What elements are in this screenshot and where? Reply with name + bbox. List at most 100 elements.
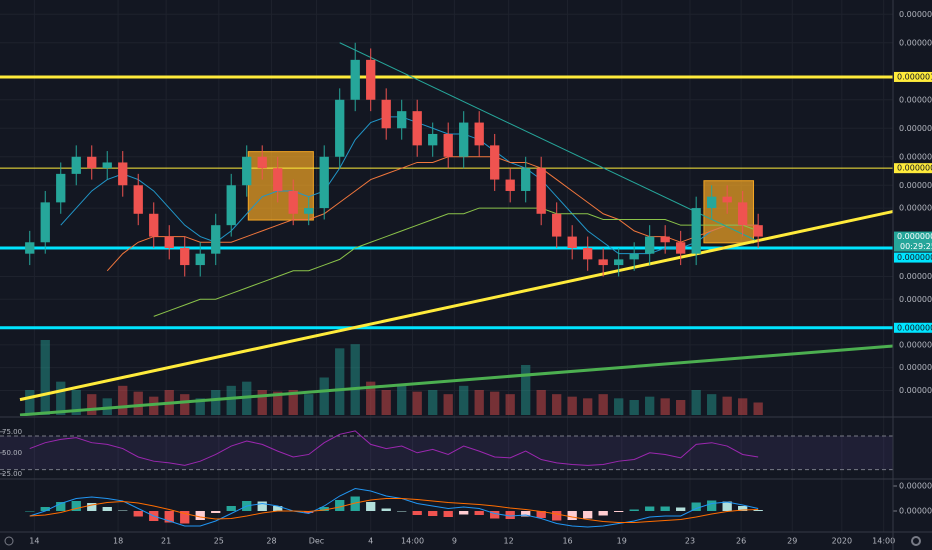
x-tick-label: 4 <box>368 537 373 546</box>
volume-bar <box>40 340 50 415</box>
macd-histogram-bar <box>195 511 205 520</box>
rsi-band <box>0 435 893 470</box>
candle-body <box>87 156 97 169</box>
macd-histogram-bar <box>738 506 748 511</box>
macd-histogram-bar <box>397 511 407 512</box>
axes: 14 18 21 25 28 Dec 4 14:00 9 12 16 19 23 26 29 2020 14:0… <box>29 10 932 546</box>
macd-histogram-bar <box>273 506 283 511</box>
price-tag <box>894 252 932 263</box>
volume-bar <box>87 394 97 415</box>
candle-body <box>722 196 732 203</box>
macd-tick-label: 0.00000000 <box>899 507 932 516</box>
candle-body <box>583 247 593 260</box>
volume-bar <box>738 398 748 415</box>
macd-histogram-bar <box>490 511 500 519</box>
volume-bar <box>583 398 593 415</box>
candle-body <box>366 59 376 100</box>
x-tick-label: 14:00 <box>401 537 424 546</box>
candle-body <box>149 213 159 237</box>
macd-histogram-bar <box>366 502 376 511</box>
candle-body <box>505 179 515 191</box>
rsi-tick-label: 50.00 <box>2 449 22 457</box>
candle-body <box>397 111 407 129</box>
volume-bar <box>133 391 143 415</box>
candle-body <box>443 133 453 157</box>
candle-body <box>195 253 205 266</box>
candle-body <box>459 122 469 157</box>
x-tick-label: 9 <box>452 537 457 546</box>
macd-histogram-bar <box>211 511 221 513</box>
volume-bar <box>195 398 205 415</box>
candle-body <box>71 156 81 174</box>
rsi-line <box>29 430 759 466</box>
volume-bar <box>598 394 608 415</box>
x-tick-label: 14 <box>29 537 39 546</box>
y-tick-label: 0.00000110 <box>899 38 932 47</box>
volume-bar <box>288 390 298 415</box>
volume-bar <box>25 390 35 415</box>
candle-body <box>428 133 438 146</box>
candle-body <box>474 122 484 146</box>
candle-body <box>521 168 531 191</box>
macd-histogram-bar <box>164 511 174 523</box>
candle-body <box>490 145 500 180</box>
macd-line <box>29 487 759 528</box>
volume-bar <box>459 385 469 415</box>
volume-bar <box>412 391 422 415</box>
macd-histogram-bar <box>474 511 484 515</box>
volume-bar <box>350 344 360 415</box>
price-tag-label: 0.00000076 <box>897 232 932 241</box>
logo-icon[interactable] <box>4 536 14 546</box>
volume-bar <box>707 394 717 415</box>
candle-body <box>211 225 221 254</box>
price-tag <box>894 163 932 174</box>
macd-histogram-bar <box>118 510 128 511</box>
macd-histogram-bar <box>521 511 531 517</box>
y-tick-label: 0.00000115 <box>899 10 932 19</box>
candle-body <box>226 185 236 226</box>
candle-body <box>319 156 329 209</box>
volume-bar <box>381 390 391 415</box>
x-tick-label: 14:00 <box>872 537 895 546</box>
candle-body <box>552 213 562 237</box>
macd-histogram-bar <box>56 502 66 511</box>
x-tick-label: 19 <box>617 537 627 546</box>
volume-bar <box>335 348 345 415</box>
macd-histogram-bar <box>133 511 143 517</box>
candle-body <box>242 156 252 186</box>
x-tick-label: 26 <box>736 537 746 546</box>
price-tag-label: 0.00000074 <box>897 253 932 262</box>
x-tick-label: Dec <box>309 537 324 546</box>
volume-bar <box>753 402 763 415</box>
volume-bar <box>614 398 624 415</box>
y-tick-label: 0.00000065 <box>899 295 932 304</box>
macd-histogram-bar <box>335 500 345 511</box>
settings-icon[interactable] <box>911 536 921 546</box>
y-tick-label: 0.00000081 <box>899 204 932 213</box>
x-tick-label: 12 <box>504 537 514 546</box>
candle-body <box>25 242 35 254</box>
macd-histogram-bar <box>25 511 35 512</box>
macd-histogram-bar <box>660 506 670 511</box>
macd-histogram-bar <box>583 511 593 519</box>
candle-body <box>164 236 174 248</box>
volume-bar <box>567 396 577 415</box>
volume-bar <box>676 400 686 415</box>
volume-bar <box>304 394 314 415</box>
candle-body <box>102 162 112 169</box>
macd-histogram-bar <box>102 507 112 511</box>
candle-body <box>567 236 577 248</box>
volume-bar <box>56 381 66 415</box>
price-tag <box>894 231 932 252</box>
macd-histogram-bar <box>676 507 686 511</box>
macd-histogram-bar <box>257 501 267 511</box>
volume-bar <box>366 381 376 415</box>
volume-bar <box>490 391 500 415</box>
macd-histogram-bar <box>350 496 360 511</box>
macd-histogram-bar <box>381 508 391 511</box>
indicator-panes: 75.00 50.00 25.00 <box>0 428 897 528</box>
y-tick-label: 0.00000100 <box>899 95 932 104</box>
x-tick-label: 29 <box>787 537 797 546</box>
volume-bar <box>180 394 190 415</box>
